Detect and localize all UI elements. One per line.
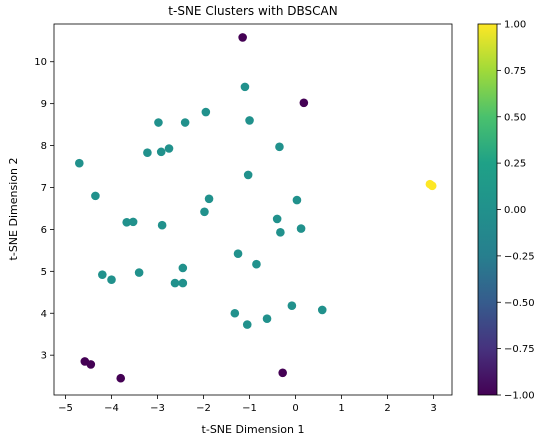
- data-point-38: [262, 314, 272, 324]
- data-point-25: [296, 224, 306, 233]
- data-point-30: [134, 268, 144, 277]
- data-point-39: [242, 320, 252, 329]
- y-tick-label: 7: [41, 183, 47, 194]
- x-tick-label: −4: [104, 403, 119, 414]
- data-point-5: [278, 368, 287, 378]
- data-point-37: [230, 308, 240, 318]
- colorbar: [477, 23, 498, 396]
- data-point-16: [243, 170, 253, 180]
- data-point-35: [287, 301, 297, 311]
- data-point-22: [122, 217, 131, 227]
- x-tick-label: 2: [384, 403, 390, 414]
- y-tick-label: 10: [34, 57, 47, 68]
- y-tick-label: 8: [41, 141, 47, 152]
- data-point-24: [157, 220, 167, 230]
- data-point-6: [240, 82, 250, 92]
- data-point-19: [292, 195, 302, 205]
- data-point-1: [299, 98, 309, 108]
- x-tick-label: 3: [430, 403, 436, 414]
- x-tick-label: −5: [58, 403, 73, 414]
- y-tick-label: 6: [41, 225, 47, 236]
- colorbar-tick-label: −1.00: [504, 391, 535, 402]
- x-tick-label: −1: [242, 403, 257, 414]
- x-tick-label: 1: [338, 403, 344, 414]
- data-point-7: [201, 107, 211, 117]
- colorbar-tick-label: 0.25: [504, 159, 526, 170]
- points-layer: [75, 33, 437, 383]
- colorbar-ticks: 1.00 0.75 0.50 0.25 0.00 −0.25 −0.50 −0.75 −1.00: [497, 20, 535, 402]
- x-axis-label: t-SNE Dimension 1: [202, 423, 305, 436]
- x-tick-label: −3: [150, 403, 165, 414]
- data-point-33: [170, 278, 180, 288]
- y-tick-label: 9: [41, 99, 47, 110]
- data-point-15: [75, 158, 84, 168]
- colorbar-tick-label: −0.75: [504, 344, 535, 355]
- data-point-9: [180, 118, 190, 127]
- chart-title: t-SNE Clusters with DBSCAN: [168, 4, 337, 18]
- x-tick-label: 0: [292, 403, 298, 414]
- data-point-0: [238, 33, 247, 42]
- colorbar-tick-label: 1.00: [504, 20, 526, 31]
- data-point-26: [276, 228, 285, 237]
- data-point-21: [272, 214, 282, 224]
- y-tick-label: 5: [41, 267, 47, 278]
- data-point-34: [178, 278, 188, 288]
- data-point-18: [204, 194, 214, 204]
- x-axis: −5 −4 −3 −2 −1 0 1 2 3: [58, 395, 437, 414]
- data-point-32: [107, 275, 116, 285]
- data-point-13: [143, 148, 152, 157]
- data-point-12: [164, 144, 174, 153]
- data-point-20: [200, 207, 209, 217]
- colorbar-tick-label: −0.50: [504, 298, 535, 309]
- data-point-41: [427, 181, 437, 191]
- data-point-28: [252, 259, 261, 269]
- data-point-23: [128, 217, 138, 227]
- y-tick-label: 3: [41, 351, 47, 362]
- data-point-27: [233, 249, 243, 259]
- plot-frame: [53, 23, 453, 396]
- colorbar-tick-label: −0.25: [504, 251, 535, 262]
- colorbar-tick-label: 0.50: [504, 112, 526, 123]
- y-axis: 3 4 5 6 7 8 9 10: [34, 57, 54, 362]
- data-point-31: [98, 270, 107, 279]
- data-point-8: [154, 118, 163, 127]
- data-point-17: [91, 191, 100, 201]
- data-point-29: [178, 263, 188, 273]
- data-point-11: [275, 142, 284, 152]
- data-point-3: [86, 360, 96, 369]
- data-point-14: [156, 147, 166, 157]
- colorbar-tick-label: 0.00: [504, 205, 526, 216]
- data-point-10: [245, 116, 254, 125]
- y-axis-label: t-SNE Dimension 2: [7, 158, 20, 261]
- data-point-4: [116, 373, 126, 383]
- x-tick-label: −2: [196, 403, 211, 414]
- y-tick-label: 4: [41, 309, 47, 320]
- colorbar-tick-label: 0.75: [504, 66, 526, 77]
- data-point-36: [317, 305, 327, 315]
